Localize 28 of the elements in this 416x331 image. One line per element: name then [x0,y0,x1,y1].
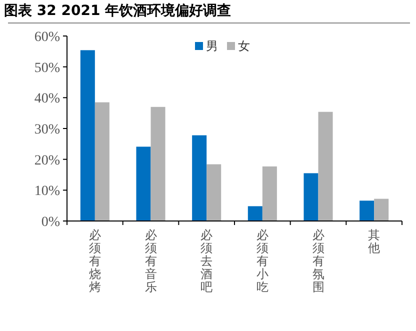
y-tick-label: 20% [34,153,60,168]
bar [80,50,95,221]
x-tick-label: 其他 [368,228,380,255]
y-tick-label: 40% [34,92,60,107]
x-tick-label: 必须有烧烤 [88,228,101,294]
y-tick-label: 30% [34,122,60,138]
bar [136,146,151,221]
bar [304,173,318,221]
bar [360,200,374,221]
x-tick-label: 必须有音乐 [144,228,157,294]
bar [318,112,333,221]
bar [374,198,389,221]
y-tick-label: 60% [34,30,60,45]
bar [206,164,222,221]
bar [150,106,166,221]
bar [94,102,110,221]
y-tick-label: 50% [34,60,60,76]
bar [262,166,277,221]
y-tick-label: 10% [34,184,60,200]
bar [248,206,262,221]
x-tick-label: 必须有氛围 [312,228,324,294]
bar [192,135,207,221]
legend-label: 男 [206,39,218,53]
x-tick-label: 必须有小吃 [256,228,268,294]
y-tick-label: 0% [41,215,60,230]
legend-label: 女 [238,39,250,53]
chart-title: 图表 32 2021 年饮酒环境偏好调查 [4,2,232,19]
x-tick-label: 必须去酒吧 [200,228,213,294]
